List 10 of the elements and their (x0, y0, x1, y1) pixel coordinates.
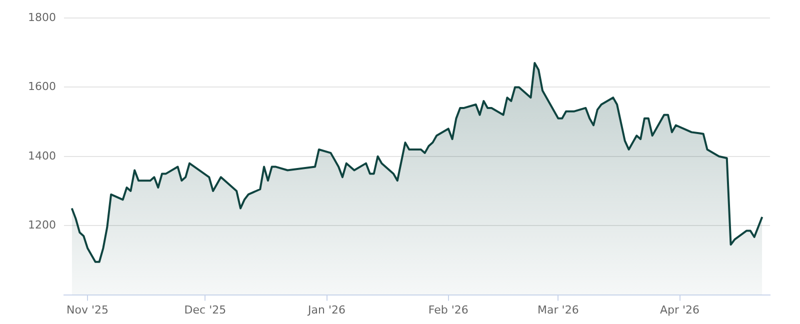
x-tick-label: Jan '26 (307, 303, 346, 316)
x-tick-label: Dec '25 (184, 303, 226, 316)
y-tick-label: 1800 (28, 10, 56, 24)
x-tick-label: Mar '26 (538, 303, 579, 316)
y-tick-label: 1400 (28, 149, 56, 162)
x-tick-label: Apr '26 (660, 303, 700, 316)
y-tick-label: 1600 (28, 80, 56, 94)
x-tick-label: Feb '26 (428, 303, 468, 316)
y-tick-label: 1200 (28, 218, 56, 232)
x-tick-label: Nov '25 (66, 303, 109, 316)
